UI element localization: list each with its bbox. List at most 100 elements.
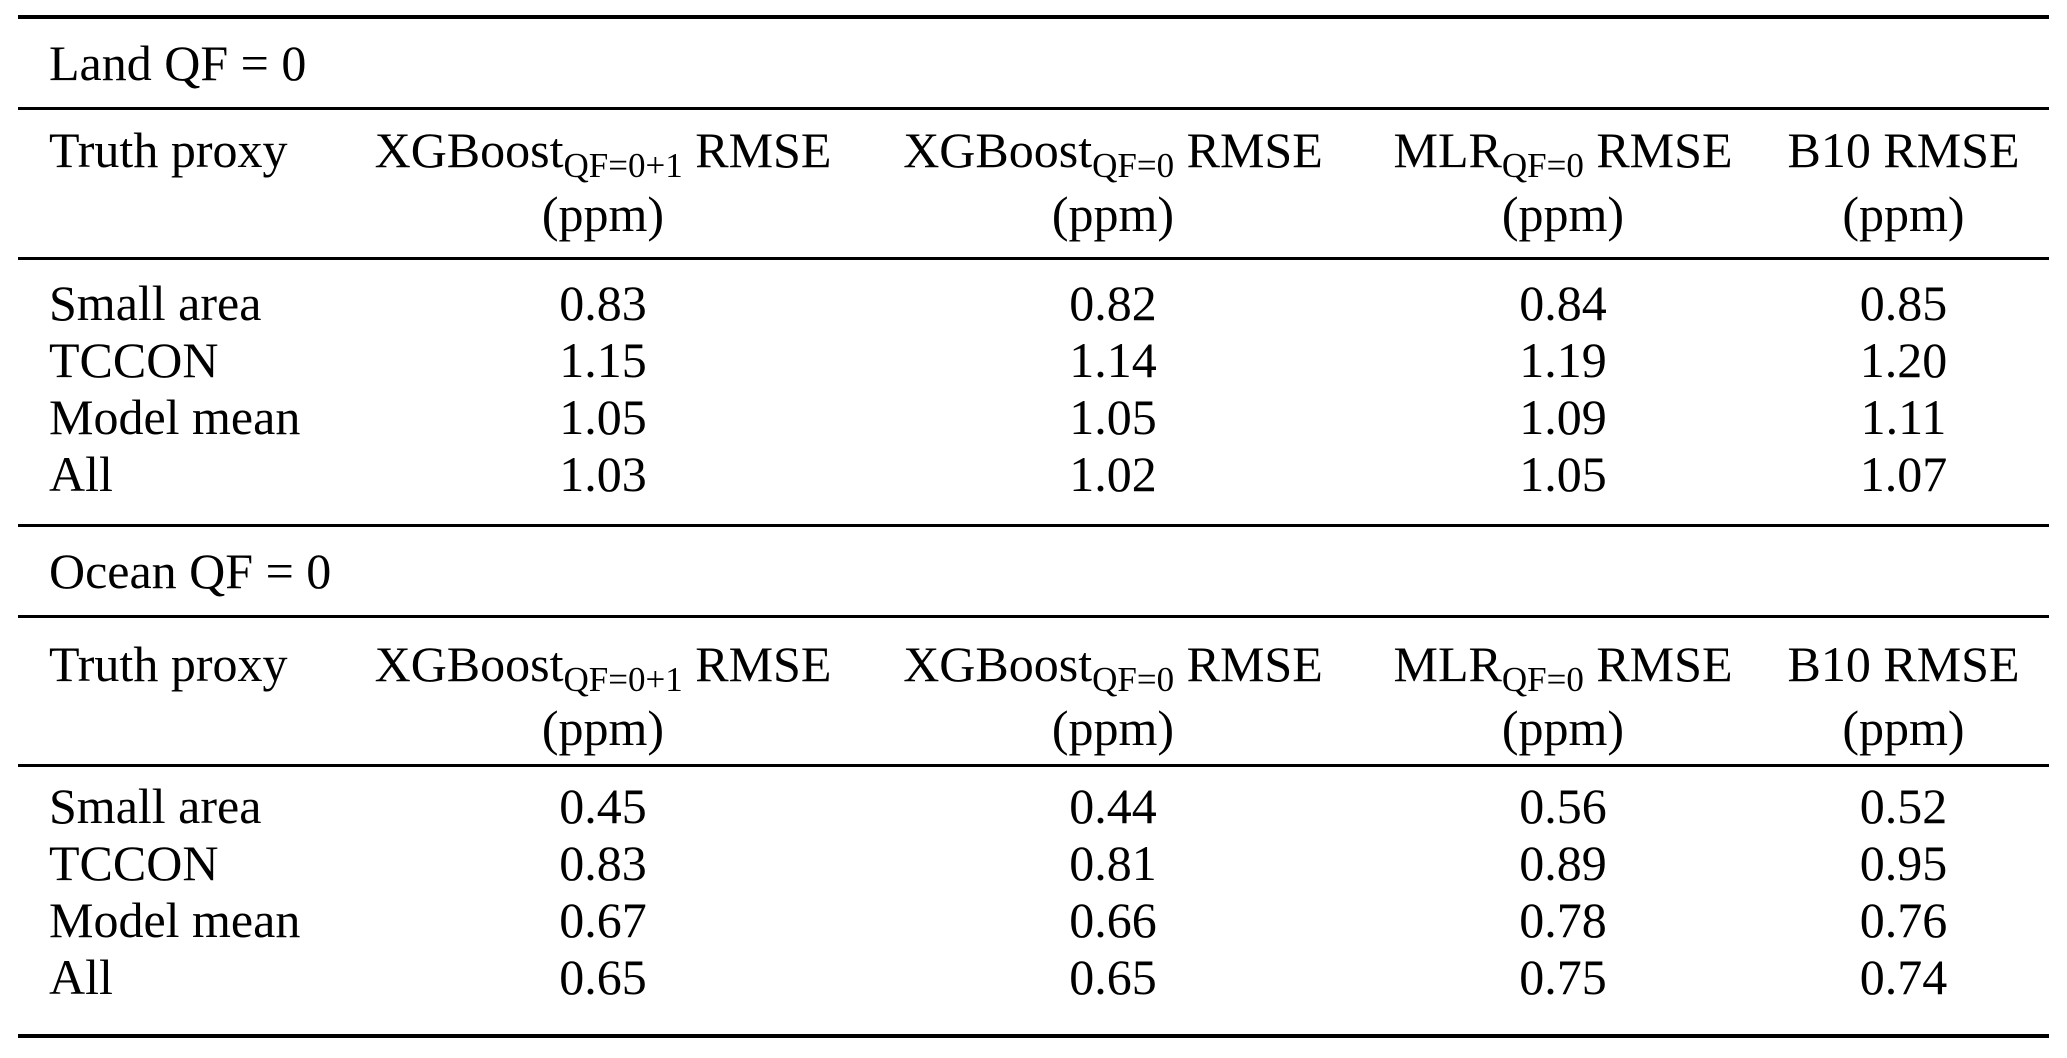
header-line-unit: (ppm) xyxy=(541,700,665,756)
metric-name: RMSE xyxy=(1583,122,1733,178)
table-row: All 0.65 0.65 0.75 0.74 xyxy=(18,949,2049,1034)
row-label: Small area xyxy=(49,275,262,331)
value-cell: 1.19 xyxy=(1519,332,1607,388)
rule-between-sections xyxy=(18,524,2049,527)
rule-bottom xyxy=(18,1034,2049,1038)
table-row: Small area 0.45 0.44 0.56 0.52 xyxy=(18,765,2049,835)
header-line-model: MLRQF=0 RMSE xyxy=(1368,632,1758,699)
value-cell: 0.83 xyxy=(559,835,647,891)
header-row: Truth proxy XGBoostQF=0+1 RMSE (ppm) XGB… xyxy=(18,110,2049,260)
model-name: XGBoost xyxy=(903,122,1093,178)
rule-top xyxy=(18,15,2049,19)
value-cell: 1.09 xyxy=(1519,389,1607,445)
value-cell: 0.81 xyxy=(1069,835,1157,891)
value-cell: 1.20 xyxy=(1859,332,1948,388)
header-truth-proxy: Truth proxy xyxy=(18,110,348,260)
value-cell: 0.45 xyxy=(559,778,647,834)
section-ocean: Ocean QF = 0 Truth proxy XGBoostQF=0+1 R… xyxy=(18,527,2049,1034)
ocean-rmse-table: Truth proxy XGBoostQF=0+1 RMSE (ppm) XGB… xyxy=(18,618,2049,1034)
value-cell: 0.52 xyxy=(1859,778,1948,834)
header-xgboost-qf0plus1: XGBoostQF=0+1 RMSE (ppm) xyxy=(348,618,858,767)
header-mlr-qf0: MLRQF=0 RMSE (ppm) xyxy=(1368,618,1758,767)
model-name: B10 xyxy=(1787,122,1871,178)
section-title-ocean: Ocean QF = 0 xyxy=(49,543,332,599)
table-row: Model mean 0.67 0.66 0.78 0.76 xyxy=(18,892,2049,949)
value-cell: 0.74 xyxy=(1859,949,1948,1005)
value-cell: 1.11 xyxy=(1860,389,1947,445)
value-cell: 0.95 xyxy=(1859,835,1948,891)
value-cell: 0.65 xyxy=(559,949,647,1005)
value-cell: 0.56 xyxy=(1519,778,1607,834)
value-cell: 0.65 xyxy=(1069,949,1157,1005)
row-label: Small area xyxy=(49,778,262,834)
subscript: QF=0 xyxy=(1501,145,1584,185)
value-cell: 0.89 xyxy=(1519,835,1607,891)
ocean-table-header: Truth proxy XGBoostQF=0+1 RMSE (ppm) XGB… xyxy=(18,618,2049,767)
model-name: MLR xyxy=(1393,122,1502,178)
header-line-model: XGBoostQF=0 RMSE xyxy=(858,118,1368,185)
value-cell: 1.07 xyxy=(1859,446,1948,502)
rule-below-land-title xyxy=(18,107,2049,110)
subscript: QF=0 xyxy=(1092,659,1175,699)
header-xgboost-qf0: XGBoostQF=0 RMSE (ppm) xyxy=(858,618,1368,767)
row-label: TCCON xyxy=(49,835,219,891)
value-cell: 0.84 xyxy=(1519,275,1607,331)
value-cell: 0.67 xyxy=(559,892,647,948)
land-rmse-table: Truth proxy XGBoostQF=0+1 RMSE (ppm) XGB… xyxy=(18,110,2049,524)
row-label: All xyxy=(49,949,113,1005)
header-mlr-qf0: MLRQF=0 RMSE (ppm) xyxy=(1368,110,1758,260)
value-cell: 1.14 xyxy=(1069,332,1157,388)
value-cell: 0.78 xyxy=(1519,892,1607,948)
value-cell: 0.44 xyxy=(1069,778,1157,834)
value-cell: 0.66 xyxy=(1069,892,1157,948)
value-cell: 1.05 xyxy=(1069,389,1157,445)
header-xgboost-qf0plus1: XGBoostQF=0+1 RMSE (ppm) xyxy=(348,110,858,260)
value-cell: 1.03 xyxy=(559,446,647,502)
header-line-unit: (ppm) xyxy=(541,186,665,242)
subscript: QF=0 xyxy=(1501,659,1584,699)
header-line-unit: (ppm) xyxy=(1842,700,1965,756)
metric-name: RMSE xyxy=(1583,636,1733,692)
table-row: Model mean 1.05 1.05 1.09 1.11 xyxy=(18,389,2049,446)
header-line-model: B10 RMSE xyxy=(1758,632,2049,696)
header-row: Truth proxy XGBoostQF=0+1 RMSE (ppm) XGB… xyxy=(18,618,2049,767)
header-line-model: XGBoostQF=0+1 RMSE xyxy=(348,118,858,185)
row-label: All xyxy=(49,446,113,502)
section-land: Land QF = 0 Truth proxy XGBoostQF=0+1 RM… xyxy=(18,19,2049,524)
table-row: Small area 0.83 0.82 0.84 0.85 xyxy=(18,258,2049,332)
rule-below-ocean-title xyxy=(18,615,2049,618)
header-line-model: XGBoostQF=0 RMSE xyxy=(858,632,1368,699)
metric-name: RMSE xyxy=(682,122,832,178)
row-label: Model mean xyxy=(49,892,301,948)
header-line-unit: (ppm) xyxy=(1842,186,1965,242)
metric-name: RMSE xyxy=(1870,636,2020,692)
land-table-header: Truth proxy XGBoostQF=0+1 RMSE (ppm) XGB… xyxy=(18,110,2049,260)
value-cell: 0.83 xyxy=(559,275,647,331)
metric-name: RMSE xyxy=(1174,122,1323,178)
metric-name: RMSE xyxy=(1870,122,2020,178)
subscript: QF=0+1 xyxy=(563,659,683,699)
value-cell: 0.76 xyxy=(1859,892,1948,948)
value-cell: 1.15 xyxy=(559,332,647,388)
value-cell: 0.85 xyxy=(1859,275,1948,331)
subscript: QF=0 xyxy=(1092,145,1175,185)
header-b10: B10 RMSE (ppm) xyxy=(1758,618,2049,767)
value-cell: 1.05 xyxy=(1519,446,1607,502)
metric-name: RMSE xyxy=(1174,636,1323,692)
table-row: TCCON 0.83 0.81 0.89 0.95 xyxy=(18,835,2049,892)
header-line-model: B10 RMSE xyxy=(1758,118,2049,182)
header-line-model: XGBoostQF=0+1 RMSE xyxy=(348,632,858,699)
value-cell: 0.75 xyxy=(1519,949,1607,1005)
header-truth-proxy: Truth proxy xyxy=(18,618,348,767)
model-name: XGBoost xyxy=(374,636,564,692)
ocean-table-body: Small area 0.45 0.44 0.56 0.52 TCCON 0.8… xyxy=(18,765,2049,1034)
header-line-unit: (ppm) xyxy=(1501,186,1625,242)
row-label: Model mean xyxy=(49,389,301,445)
subscript: QF=0+1 xyxy=(563,145,683,185)
header-xgboost-qf0: XGBoostQF=0 RMSE (ppm) xyxy=(858,110,1368,260)
model-name: MLR xyxy=(1393,636,1502,692)
land-table-body: Small area 0.83 0.82 0.84 0.85 TCCON 1.1… xyxy=(18,258,2049,524)
header-line-model: MLRQF=0 RMSE xyxy=(1368,118,1758,185)
table-row: TCCON 1.15 1.14 1.19 1.20 xyxy=(18,332,2049,389)
